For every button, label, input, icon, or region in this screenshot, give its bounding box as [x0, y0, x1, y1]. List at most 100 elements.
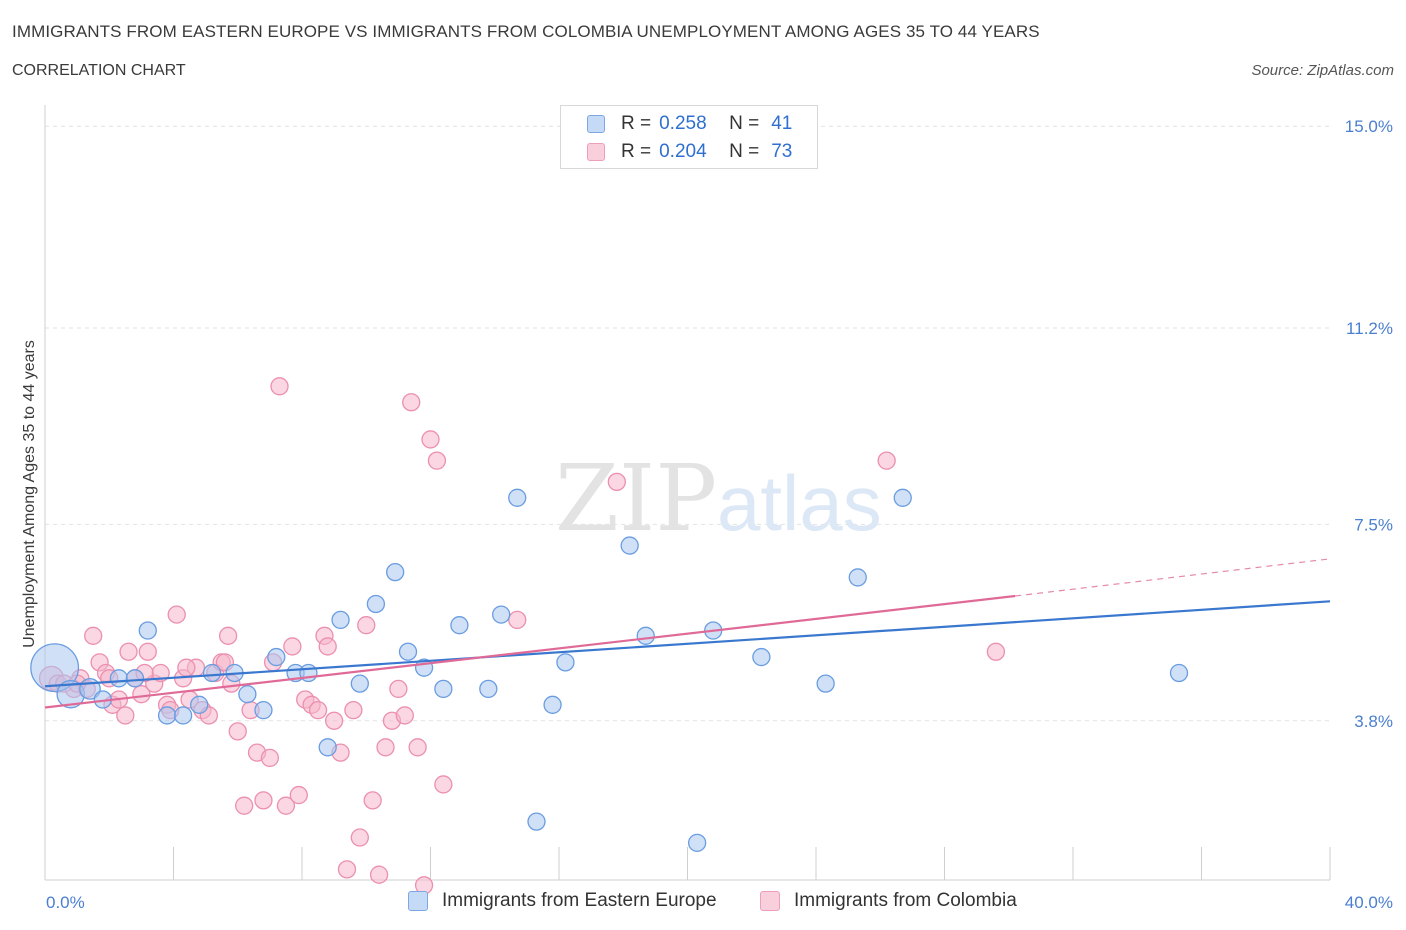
point-eastern-europe	[450, 616, 469, 635]
point-colombia	[138, 642, 157, 661]
point-colombia	[289, 785, 308, 805]
point-eastern-europe	[138, 621, 157, 640]
trend-lines	[44, 558, 1331, 709]
point-colombia	[132, 685, 151, 704]
point-colombia	[177, 658, 196, 677]
trend-line-colombia	[44, 594, 1016, 709]
point-eastern-europe	[752, 647, 771, 667]
series-legend-eastern-europe: Immigrants from Eastern Europe	[408, 890, 717, 912]
watermark-atlas: atlas	[717, 459, 882, 547]
point-eastern-europe	[238, 685, 257, 704]
grid-lines	[45, 125, 1330, 722]
point-eastern-europe	[318, 738, 337, 757]
point-colombia	[318, 637, 337, 656]
point-eastern-europe	[543, 695, 562, 714]
series-swatch-blue	[408, 891, 428, 911]
legend-swatch-pink	[587, 143, 605, 161]
series-legend: Immigrants from Eastern Europe Immigrant…	[0, 890, 1406, 916]
point-colombia	[421, 430, 440, 449]
point-colombia	[337, 860, 357, 879]
series-swatch-pink	[760, 891, 780, 911]
point-eastern-europe	[848, 568, 867, 587]
point-colombia	[986, 642, 1006, 661]
y-tick-label: 15.0%	[1345, 117, 1393, 136]
point-eastern-europe	[202, 663, 222, 683]
point-eastern-europe	[893, 488, 912, 507]
point-colombia	[363, 791, 382, 810]
point-colombia	[228, 722, 247, 741]
point-colombia	[357, 616, 376, 635]
legend-box: R = 0.258 N = 41 R = 0.204 N = 73	[560, 105, 818, 169]
point-eastern-europe	[1169, 663, 1189, 683]
point-eastern-europe	[508, 488, 527, 507]
point-colombia	[369, 865, 389, 884]
point-colombia	[402, 393, 421, 412]
legend-r-label: R =	[621, 113, 652, 134]
x-tick-label: 40.0%	[1345, 893, 1393, 912]
point-eastern-europe	[366, 594, 386, 614]
chart-subtitle: CORRELATION CHART	[12, 62, 186, 79]
point-colombia	[508, 610, 527, 630]
point-colombia	[84, 626, 103, 645]
point-eastern-europe	[125, 669, 145, 688]
legend-n-value: 41	[771, 113, 793, 134]
point-colombia	[308, 700, 328, 720]
point-colombia	[167, 605, 186, 624]
point-eastern-europe	[109, 669, 129, 688]
trend-line-eastern-europe	[44, 600, 1331, 688]
point-eastern-europe	[479, 679, 498, 699]
point-eastern-europe	[492, 605, 511, 624]
legend-n-label: N =	[729, 141, 760, 162]
y-tick-label: 3.8%	[1354, 712, 1393, 731]
legend-r-label: R =	[621, 141, 652, 162]
point-eastern-europe	[331, 610, 350, 630]
trend-line-colombia-extension	[1015, 558, 1331, 597]
point-colombia	[434, 775, 453, 794]
legend-n-value: 73	[771, 141, 793, 162]
x-tick-label: 0.0%	[46, 893, 85, 912]
point-eastern-europe	[434, 679, 453, 699]
legend-swatch-blue	[587, 115, 605, 133]
point-colombia	[235, 796, 254, 815]
point-colombia	[395, 706, 414, 725]
point-colombia	[116, 706, 135, 725]
x-tick-labels: 0.0% 40.0%	[46, 893, 1393, 912]
axes	[44, 105, 1331, 881]
point-eastern-europe	[636, 626, 655, 645]
point-colombia	[260, 748, 280, 768]
point-colombia	[218, 626, 238, 645]
point-colombia	[408, 738, 427, 757]
point-colombia	[877, 451, 896, 470]
point-eastern-europe	[190, 695, 209, 714]
watermark-zip: ZIP	[555, 445, 717, 552]
point-eastern-europe	[350, 674, 369, 693]
y-axis-label: Unemployment Among Ages 35 to 44 years	[21, 340, 38, 648]
point-colombia	[350, 828, 369, 847]
point-colombia	[119, 642, 138, 661]
chart-title: IMMIGRANTS FROM EASTERN EUROPE VS IMMIGR…	[12, 22, 1040, 41]
point-colombia	[389, 679, 408, 699]
legend-n-label: N =	[729, 113, 760, 134]
source-label: Source: ZipAtlas.com	[1251, 62, 1394, 79]
point-colombia	[254, 791, 273, 810]
legend-row-colombia: R = 0.204 N = 73	[587, 140, 792, 164]
point-colombia	[283, 637, 302, 656]
point-colombia	[276, 796, 296, 815]
point-colombia	[427, 451, 447, 470]
point-eastern-europe	[527, 812, 546, 831]
point-eastern-europe	[620, 536, 639, 555]
y-tick-labels: 3.8% 7.5% 11.2% 15.0%	[1345, 117, 1393, 731]
data-points	[30, 377, 1189, 895]
point-colombia	[376, 738, 395, 757]
point-colombia	[607, 472, 626, 492]
y-tick-label: 11.2%	[1346, 319, 1393, 338]
point-eastern-europe	[267, 647, 286, 667]
watermark: ZIP atlas	[555, 445, 882, 552]
y-tick-label: 7.5%	[1354, 515, 1393, 534]
point-eastern-europe	[687, 833, 707, 852]
point-eastern-europe	[816, 674, 835, 693]
point-eastern-europe	[254, 700, 273, 720]
point-colombia	[344, 700, 363, 720]
legend-r-value: 0.204	[659, 141, 707, 162]
